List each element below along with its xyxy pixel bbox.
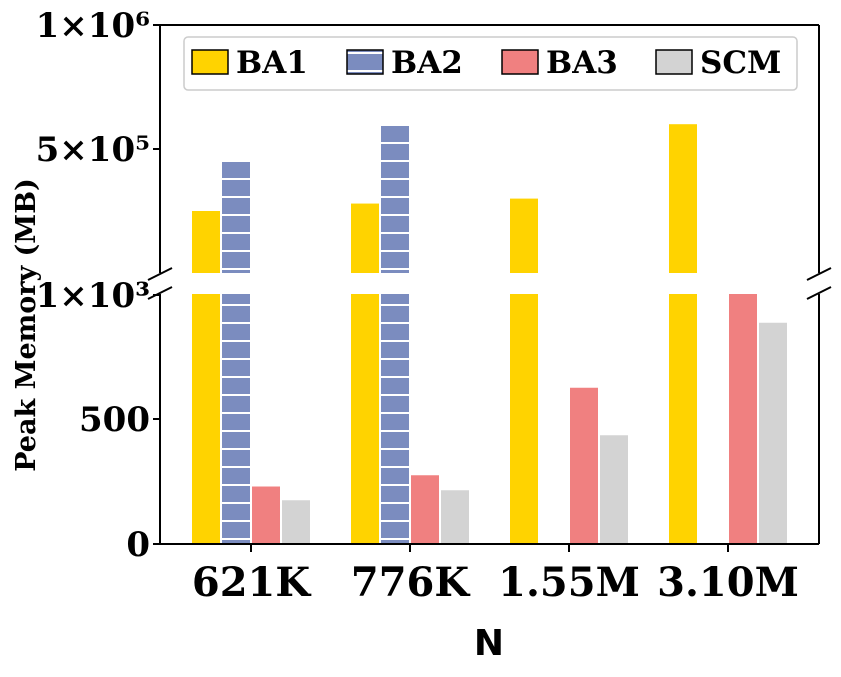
legend-swatch-scm — [655, 49, 693, 75]
legend-label-ba3: BA3 — [546, 45, 618, 81]
x-ticks: 621K 776K 1.55M 3.10M — [192, 544, 799, 606]
y-tick-label: 0 — [126, 525, 150, 565]
bar-ba1-1_55m-lower — [510, 294, 538, 544]
bar-scm-3_10m — [759, 322, 787, 544]
y-tick-label: 500 — [79, 400, 150, 440]
legend-label-ba2: BA2 — [391, 45, 463, 81]
bar-ba2-621k-lower — [222, 294, 250, 544]
y-ticks: 1×10⁶ 5×10⁵ 1×10³ 500 0 — [36, 6, 160, 565]
bar-ba1-776k-lower — [351, 294, 379, 544]
legend-label-scm: SCM — [700, 45, 781, 81]
bar-ba3-621k — [252, 486, 280, 544]
x-tick-label: 3.10M — [657, 559, 799, 606]
bar-ba2-621k-upper — [222, 161, 250, 273]
legend-label-ba1: BA1 — [236, 45, 308, 81]
y-tick-label: 1×10⁶ — [36, 6, 150, 46]
bar-scm-776k — [441, 490, 469, 544]
bar-ba1-3_10m-upper — [669, 124, 697, 273]
x-tick-label: 776K — [351, 559, 470, 606]
axis-break-mark — [147, 286, 173, 300]
axes-frames — [159, 24, 820, 545]
bar-ba3-776k — [411, 475, 439, 544]
bar-scm-1_55m — [600, 435, 628, 544]
bar-ba1-621k-upper — [192, 211, 220, 273]
x-tick-label: 621K — [192, 559, 311, 606]
axis-break-mark — [147, 267, 173, 281]
y-tick-label: 5×10⁵ — [36, 130, 150, 170]
bar-ba3-3_10m — [729, 294, 757, 544]
legend-box — [183, 36, 798, 91]
axis-break-mark — [806, 286, 832, 300]
legend-swatch-ba3 — [501, 49, 539, 75]
axis-break-marks — [147, 267, 832, 300]
bar-ba1-776k-upper — [351, 203, 379, 273]
bar-ba1-1_55m-upper — [510, 198, 538, 273]
legend: BA1 BA2 BA3 SCM — [183, 36, 798, 91]
bar-ba1-621k-lower — [192, 294, 220, 544]
bar-scm-621k — [282, 500, 310, 544]
bars-group — [192, 124, 787, 544]
y-tick-label: 1×10³ — [36, 276, 150, 316]
bar-ba3-1_55m — [570, 387, 598, 544]
y-axis-title: Peak Memory (MB) — [11, 178, 42, 472]
bar-ba2-776k-lower — [381, 294, 409, 544]
x-axis-title: N — [474, 623, 504, 664]
bar-ba1-3_10m-lower — [669, 294, 697, 544]
legend-swatch-ba1 — [191, 49, 229, 75]
axis-break-mark — [806, 267, 832, 281]
x-tick-label: 1.55M — [498, 559, 640, 606]
legend-swatch-ba2 — [346, 49, 384, 75]
bar-ba2-776k-upper — [381, 124, 409, 273]
